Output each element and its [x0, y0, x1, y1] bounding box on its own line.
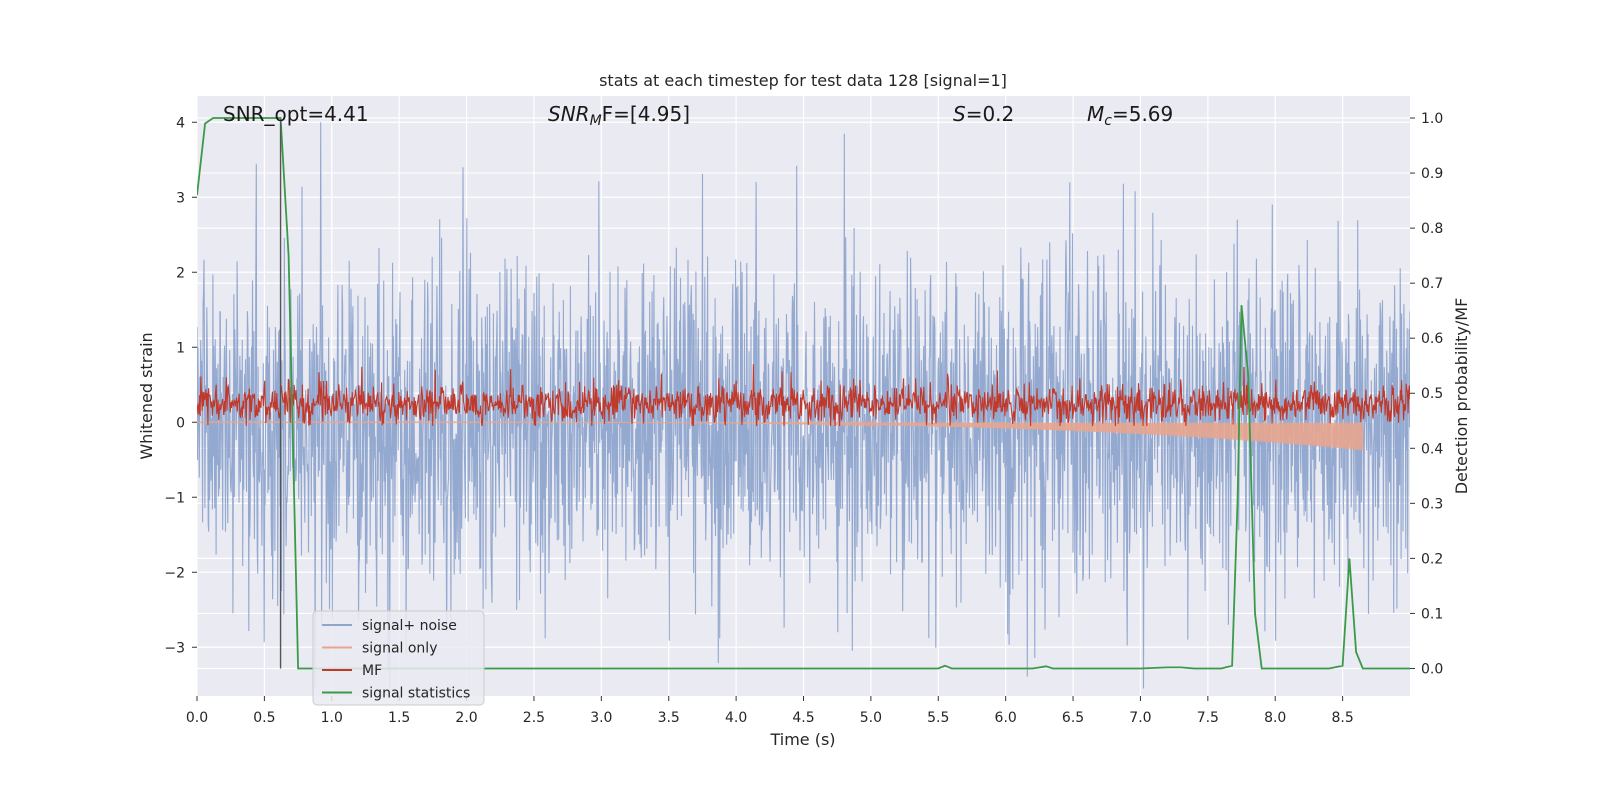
x-tick-label: 8.5 [1331, 710, 1353, 726]
snr-mf-annotation: SNRMF=[4.95] [548, 102, 690, 129]
s-annotation: S=0.2 [953, 102, 1014, 126]
mc-subscript: c [1104, 113, 1112, 129]
legend-label: signal only [362, 641, 437, 657]
right-y-tick-label: 0.4 [1421, 441, 1443, 457]
left-y-tick-label: 4 [176, 115, 185, 131]
right-y-tick-label: 0.2 [1421, 551, 1443, 567]
x-tick-label: 2.0 [455, 710, 477, 726]
legend-label: signal statistics [362, 686, 470, 702]
right-y-tick-label: 0.7 [1421, 276, 1443, 292]
s-value: =0.2 [966, 102, 1015, 126]
snr-opt-annotation: SNR_opt=4.41 [223, 102, 369, 126]
right-y-tick-label: 0.1 [1421, 606, 1443, 622]
right-y-tick-label: 0.8 [1421, 221, 1443, 237]
x-tick-label: 7.0 [1129, 710, 1151, 726]
x-tick-label: 4.0 [725, 710, 747, 726]
right-y-axis-ticks: 1.0 0.9 0.8 0.7 0.6 0.5 0.4 0.3 0.2 0.1 0.0 [1410, 111, 1443, 677]
x-tick-label: 1.5 [388, 710, 410, 726]
series-layer [197, 117, 1410, 689]
x-axis-ticks: 0.0 0.5 1.0 1.5 2.0 2.5 3.0 3.5 4.0 4.5 5.0 5.5 6.0 6… [186, 696, 1354, 726]
right-y-tick-label: 0.5 [1421, 386, 1443, 402]
snr-mf-value: F=[4.95] [602, 102, 690, 126]
right-y-tick-label: 0.6 [1421, 331, 1443, 347]
x-tick-label: 0.5 [253, 710, 275, 726]
left-y-tick-label: 2 [176, 265, 185, 281]
left-y-tick-label: −3 [164, 640, 185, 656]
x-tick-label: 1.0 [321, 710, 343, 726]
series-signal-noise [197, 122, 1410, 689]
chart-title: stats at each timestep for test data 128… [599, 71, 1007, 90]
x-tick-label: 5.5 [927, 710, 949, 726]
series-signal-only [197, 420, 1364, 451]
snr-mf-main: SNR [548, 102, 590, 126]
right-y-tick-label: 0.9 [1421, 166, 1443, 182]
snr-mf-subscript: M [590, 113, 602, 129]
right-y-axis-label: Detection probability/MF [1452, 298, 1471, 495]
x-tick-label: 0.0 [186, 710, 208, 726]
left-y-axis-ticks: 4 3 2 1 0 −1 −2 −3 [164, 115, 197, 656]
x-tick-label: 4.5 [792, 710, 814, 726]
x-tick-label: 6.0 [995, 710, 1017, 726]
left-y-tick-label: −2 [164, 565, 185, 581]
left-y-tick-label: 1 [176, 340, 185, 356]
x-tick-label: 3.0 [590, 710, 612, 726]
mc-value: =5.69 [1112, 102, 1173, 126]
left-y-axis-label: Whitened strain [137, 332, 156, 459]
legend: signal+ noise signal only MF signal statist… [312, 610, 485, 706]
right-y-tick-label: 1.0 [1421, 111, 1443, 127]
x-axis-label: Time (s) [769, 730, 835, 749]
left-y-tick-label: 0 [176, 415, 185, 431]
legend-label: MF [362, 663, 382, 679]
series-mf [197, 364, 1410, 427]
x-tick-label: 6.5 [1062, 710, 1084, 726]
left-y-tick-label: 3 [176, 190, 185, 206]
mc-label: M [1087, 102, 1104, 126]
legend-box [312, 610, 485, 706]
x-tick-label: 7.5 [1197, 710, 1219, 726]
legend-label: signal+ noise [362, 618, 457, 634]
right-y-tick-label: 0.0 [1421, 661, 1443, 677]
left-y-tick-label: −1 [164, 490, 185, 506]
x-tick-label: 5.0 [860, 710, 882, 726]
x-tick-label: 8.0 [1264, 710, 1286, 726]
series-signal-statistics [197, 117, 1410, 670]
right-y-tick-label: 0.3 [1421, 496, 1443, 512]
s-label: S [953, 102, 966, 126]
x-tick-label: 3.5 [658, 710, 680, 726]
mc-annotation: Mc=5.69 [1087, 102, 1173, 129]
x-tick-label: 2.5 [523, 710, 545, 726]
